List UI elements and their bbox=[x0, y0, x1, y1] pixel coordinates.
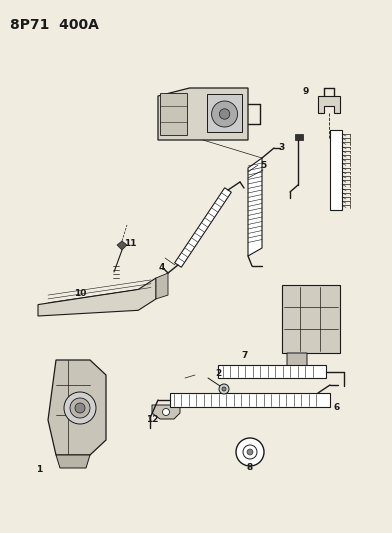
Text: 8P71  400A: 8P71 400A bbox=[10, 18, 99, 32]
Polygon shape bbox=[287, 353, 307, 375]
Text: 9: 9 bbox=[303, 87, 309, 96]
Circle shape bbox=[219, 384, 229, 394]
Polygon shape bbox=[56, 455, 90, 468]
Polygon shape bbox=[156, 273, 168, 299]
Polygon shape bbox=[48, 360, 106, 455]
Text: 4: 4 bbox=[159, 263, 165, 272]
Circle shape bbox=[222, 387, 226, 391]
Bar bbox=[282, 285, 340, 353]
Bar bbox=[207, 94, 242, 132]
Circle shape bbox=[247, 449, 253, 455]
Bar bbox=[170, 393, 330, 407]
Text: 11: 11 bbox=[124, 239, 136, 248]
Polygon shape bbox=[175, 188, 231, 267]
Polygon shape bbox=[152, 405, 180, 419]
Circle shape bbox=[212, 101, 238, 127]
Text: 10: 10 bbox=[74, 288, 86, 297]
Circle shape bbox=[163, 408, 169, 416]
Bar bbox=[218, 365, 326, 378]
Circle shape bbox=[220, 109, 230, 119]
Polygon shape bbox=[158, 88, 248, 140]
Polygon shape bbox=[248, 158, 262, 256]
Text: 6: 6 bbox=[334, 403, 340, 413]
Text: 3: 3 bbox=[279, 143, 285, 152]
Bar bbox=[160, 93, 187, 135]
Bar bbox=[295, 134, 303, 140]
Polygon shape bbox=[318, 96, 340, 113]
Circle shape bbox=[64, 392, 96, 424]
Text: 2: 2 bbox=[215, 368, 221, 377]
Text: 7: 7 bbox=[242, 351, 248, 360]
Text: 5: 5 bbox=[260, 160, 266, 169]
Circle shape bbox=[243, 445, 257, 459]
Polygon shape bbox=[117, 241, 127, 250]
Text: 8: 8 bbox=[247, 464, 253, 472]
Circle shape bbox=[236, 438, 264, 466]
Circle shape bbox=[75, 403, 85, 413]
Text: 1: 1 bbox=[36, 465, 42, 474]
Text: 12: 12 bbox=[146, 416, 158, 424]
Polygon shape bbox=[38, 278, 156, 316]
Circle shape bbox=[70, 398, 90, 418]
Polygon shape bbox=[330, 130, 342, 210]
